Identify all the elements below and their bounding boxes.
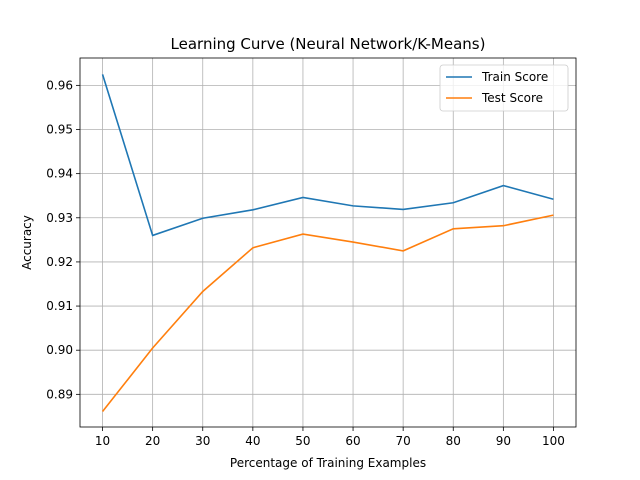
series-line-0 [101, 74, 554, 237]
y-axis-ticks: 0.89 0.90 0.91 0.92 0.93 0.94 0.95 0.96 [46, 78, 80, 401]
x-tick-label: 70 [396, 434, 411, 448]
legend-label: Train Score [481, 70, 548, 84]
x-tick-label: 50 [295, 434, 310, 448]
x-tick-label: 80 [446, 434, 461, 448]
x-tick-label: 30 [195, 434, 210, 448]
x-axis-ticks: 10 20 30 40 50 60 70 80 90 100 [95, 427, 565, 448]
y-tick-label: 0.95 [46, 123, 73, 137]
legend: Train Score Test Score [439, 64, 569, 112]
y-tick-label: 0.90 [46, 343, 73, 357]
x-axis-label: Percentage of Training Examples [230, 456, 426, 470]
y-tick-label: 0.96 [46, 78, 73, 92]
x-tick-label: 100 [542, 434, 565, 448]
x-tick-label: 40 [245, 434, 260, 448]
series-lines [101, 74, 554, 413]
grid [80, 58, 576, 427]
x-tick-label: 20 [145, 434, 160, 448]
y-tick-label: 0.91 [46, 299, 73, 313]
y-tick-label: 0.94 [46, 167, 73, 181]
y-tick-label: 0.93 [46, 211, 73, 225]
y-tick-label: 0.92 [46, 255, 73, 269]
legend-label: Test Score [481, 91, 543, 105]
series-line-1 [101, 214, 554, 413]
x-tick-label: 90 [496, 434, 511, 448]
chart-title: Learning Curve (Neural Network/K-Means) [171, 35, 486, 53]
x-tick-label: 10 [95, 434, 110, 448]
plot-frame [79, 57, 577, 428]
y-tick-label: 0.89 [46, 387, 73, 401]
x-tick-label: 60 [345, 434, 360, 448]
y-axis-label: Accuracy [20, 215, 34, 270]
